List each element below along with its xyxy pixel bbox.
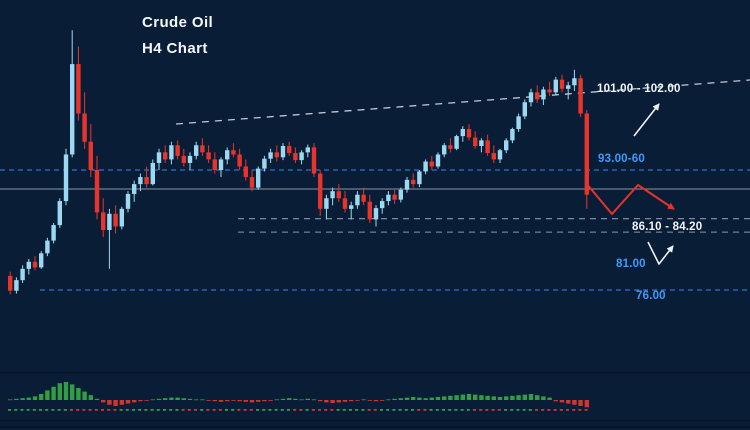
chart-subtitle: H4 Chart (142, 40, 208, 57)
price-label: 76.00 (636, 290, 666, 302)
price-label: 93.00-60 (598, 153, 645, 165)
price-label: 86.10 - 84.20 (632, 221, 703, 233)
price-label: 101.00 - 102.00 (597, 83, 681, 95)
chart-title: Crude Oil (142, 14, 214, 31)
price-label: 81.00 (616, 258, 646, 270)
